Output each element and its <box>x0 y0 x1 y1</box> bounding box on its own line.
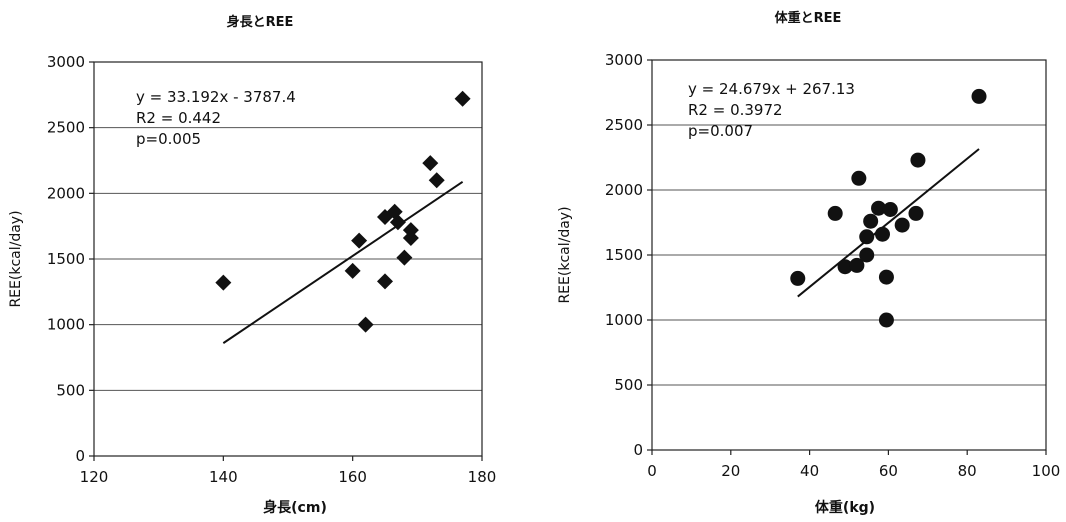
data-point <box>215 274 232 291</box>
x-tick-label: 180 <box>468 468 497 486</box>
regression-annotation: p=0.005 <box>136 130 201 148</box>
chart-title: 体重とREE <box>775 10 842 26</box>
y-tick-label: 3000 <box>47 53 85 71</box>
data-point <box>874 226 890 242</box>
x-tick-label: 0 <box>647 462 657 480</box>
x-axis-label: 体重(kg) <box>815 499 875 516</box>
data-point <box>357 316 374 333</box>
regression-annotation: y = 24.679x + 267.13 <box>688 80 855 98</box>
data-point <box>396 249 413 266</box>
y-tick-label: 3000 <box>605 51 643 69</box>
data-point <box>344 262 361 279</box>
y-tick-label: 1500 <box>605 246 643 264</box>
x-tick-label: 100 <box>1032 462 1061 480</box>
regression-annotation: y = 33.192x - 3787.4 <box>136 88 296 106</box>
data-point <box>402 222 419 239</box>
y-tick-label: 1000 <box>605 311 643 329</box>
y-tick-label: 2500 <box>605 116 643 134</box>
data-point <box>454 90 471 107</box>
y-tick-label: 500 <box>614 376 643 394</box>
y-axis-label: REE(kcal/day) <box>557 206 573 303</box>
data-point <box>851 170 867 186</box>
data-point <box>827 205 843 221</box>
data-point <box>871 200 887 216</box>
x-axis-label: 身長(cm) <box>263 499 327 516</box>
data-point <box>859 229 875 245</box>
data-point <box>971 88 987 104</box>
y-tick-label: 2000 <box>605 181 643 199</box>
data-point <box>422 155 439 172</box>
x-tick-label: 80 <box>958 462 977 480</box>
regression-annotation: p=0.007 <box>688 122 753 140</box>
x-tick-label: 140 <box>209 468 238 486</box>
data-point <box>878 269 894 285</box>
trendline <box>222 180 464 344</box>
data-point <box>351 232 368 249</box>
data-point <box>389 214 406 231</box>
regression-annotation: R2 = 0.3972 <box>688 101 783 119</box>
data-point <box>908 205 924 221</box>
regression-annotation: R2 = 0.442 <box>136 109 221 127</box>
y-tick-label: 500 <box>56 381 85 399</box>
data-point <box>859 247 875 263</box>
y-tick-label: 0 <box>633 441 643 459</box>
height-ree-chart: 身長とREE 0 500 1000 1500 2000 2500 3000 120 140 160 1… <box>0 0 533 518</box>
y-tick-label: 1000 <box>47 316 85 334</box>
x-tick-label: 40 <box>800 462 819 480</box>
trendline <box>797 148 980 298</box>
y-axis-label: REE(kcal/day) <box>8 210 24 307</box>
height-ree-plot: 身長とREE 0 500 1000 1500 2000 2500 3000 120 140 160 1… <box>8 14 497 516</box>
x-tick-label: 60 <box>879 462 898 480</box>
weight-ree-plot: 体重とREE 0 500 1000 1500 2000 2500 3000 0 20 40 60 80 1… <box>557 10 1061 516</box>
data-point <box>910 152 926 168</box>
data-point <box>894 217 910 233</box>
x-tick-label: 20 <box>721 462 740 480</box>
data-point <box>878 312 894 328</box>
data-point <box>377 273 393 290</box>
data-point <box>882 202 898 217</box>
x-tick-label: 160 <box>338 468 367 486</box>
data-point <box>849 257 865 273</box>
data-point <box>837 259 853 275</box>
x-tick-label: 120 <box>80 468 109 486</box>
weight-ree-chart: 体重とREE 0 500 1000 1500 2000 2500 3000 0 20 40 60 80 1… <box>533 0 1066 518</box>
y-tick-label: 2000 <box>47 184 85 202</box>
y-tick-label: 2500 <box>47 119 85 137</box>
y-tick-label: 1500 <box>47 250 85 268</box>
data-point <box>428 172 445 189</box>
chart-title: 身長とREE <box>227 14 294 30</box>
data-point <box>790 270 806 286</box>
y-tick-label: 0 <box>75 447 85 465</box>
data-point <box>863 213 879 229</box>
